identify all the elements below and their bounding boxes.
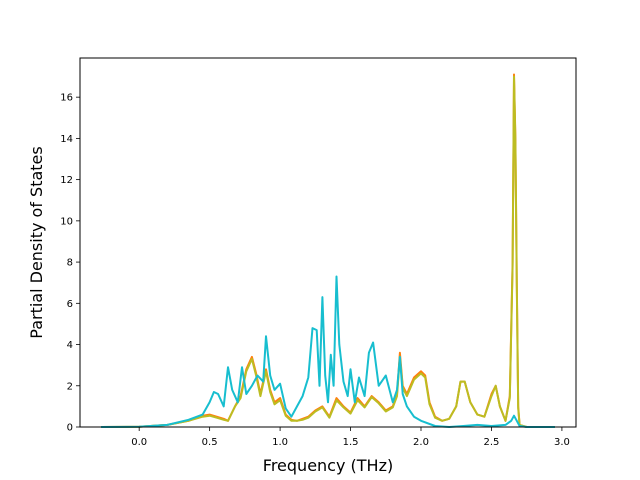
y-tick-label: 2 bbox=[67, 381, 73, 392]
y-tick-label: 6 bbox=[67, 299, 73, 310]
y-axis-ticks: 0 2 4 6 8 10 12 14 16 bbox=[60, 93, 80, 434]
y-tick-label: 8 bbox=[67, 258, 73, 269]
x-tick-label: 2.0 bbox=[413, 437, 429, 448]
x-tick-label: 1.0 bbox=[272, 437, 288, 448]
series-line-2 bbox=[101, 75, 555, 428]
y-tick-label: 14 bbox=[60, 134, 73, 145]
y-tick-label: 0 bbox=[67, 423, 73, 434]
plot-frame bbox=[79, 57, 577, 428]
x-tick-label: 1.5 bbox=[343, 437, 359, 448]
x-axis-ticks: 0.0 0.5 1.0 1.5 2.0 2.5 3.0 bbox=[131, 427, 570, 448]
series-line-3 bbox=[101, 275, 555, 428]
y-tick-label: 12 bbox=[60, 175, 73, 186]
y-tick-label: 16 bbox=[60, 93, 73, 104]
x-tick-label: 0.5 bbox=[202, 437, 218, 448]
series-lines bbox=[101, 73, 555, 428]
y-tick-label: 10 bbox=[60, 216, 73, 227]
x-tick-label: 0.0 bbox=[131, 437, 147, 448]
y-axis-title: Partial Density of States bbox=[27, 146, 46, 338]
y-tick-label: 4 bbox=[67, 340, 73, 351]
x-tick-label: 2.5 bbox=[484, 437, 500, 448]
x-axis-title: Frequency (THz) bbox=[263, 456, 393, 475]
x-tick-label: 3.0 bbox=[554, 437, 570, 448]
